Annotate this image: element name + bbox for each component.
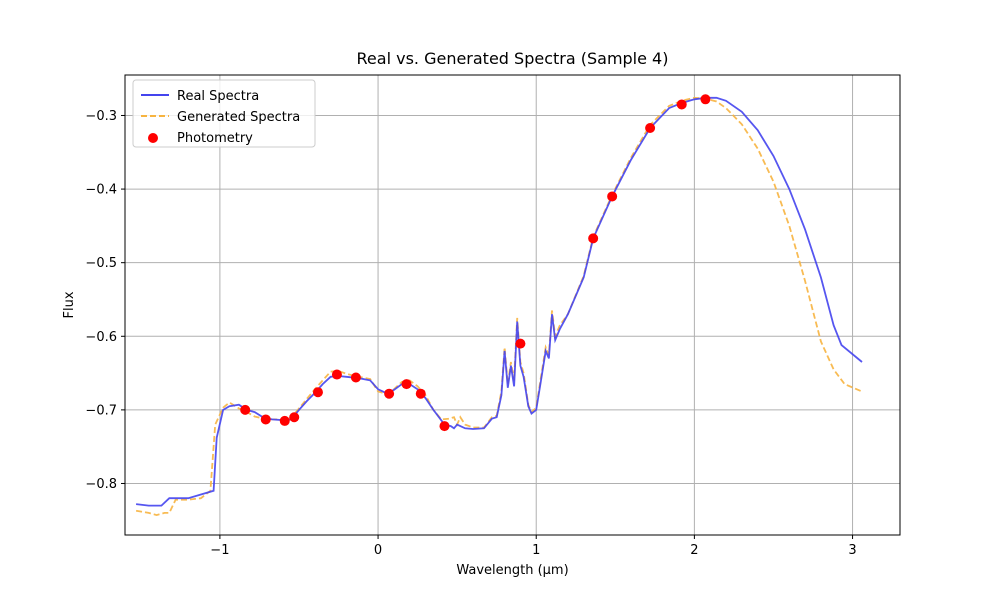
photometry-point <box>415 388 426 399</box>
chart-title: Real vs. Generated Spectra (Sample 4) <box>357 49 669 68</box>
photometry-point <box>676 99 687 110</box>
photometry-point <box>279 415 290 426</box>
grid <box>125 75 900 535</box>
generated-spectra-line <box>135 96 863 517</box>
photometry-point <box>240 404 251 415</box>
legend-generated-label: Generated Spectra <box>177 110 300 125</box>
legend-photometry-label: Photometry <box>177 131 253 146</box>
axes-frame <box>124 74 901 536</box>
plot-area <box>135 94 863 517</box>
photometry-point <box>384 388 395 399</box>
y-tick-label: −0.3 <box>85 109 117 124</box>
photometry-point <box>260 414 271 425</box>
photometry-point <box>331 369 342 380</box>
photometry-point <box>700 94 711 105</box>
x-axis-label: Wavelength (µm) <box>456 563 568 578</box>
photometry-point <box>289 412 300 423</box>
legend: Real Spectra Generated Spectra Photometr… <box>132 79 316 148</box>
photometry-point <box>645 122 656 133</box>
y-tick-label: −0.8 <box>85 477 117 492</box>
y-axis-label: Flux <box>62 291 77 318</box>
photometry-point <box>439 421 450 432</box>
y-tick-label: −0.5 <box>85 256 117 271</box>
x-tick-label: 3 <box>848 543 856 558</box>
photometry-point <box>350 372 361 383</box>
x-tick-label: 0 <box>374 543 382 558</box>
y-tick-label: −0.6 <box>85 330 117 345</box>
photometry-point <box>607 191 618 202</box>
legend-photometry-swatch <box>148 133 158 143</box>
real-spectra-line <box>135 96 863 507</box>
legend-box <box>132 79 316 148</box>
y-tick-label: −0.4 <box>85 183 117 198</box>
x-tick-label: 1 <box>532 543 540 558</box>
photometry-point <box>401 379 412 390</box>
photometry-point <box>312 387 323 398</box>
legend-real-label: Real Spectra <box>177 89 259 104</box>
photometry-point <box>515 338 526 349</box>
y-tick-label: −0.7 <box>85 403 117 418</box>
x-tick-label: −1 <box>210 543 229 558</box>
ticks: −1 0 1 2 3 −0.8 −0.7 −0.6 −0.5 −0.4 −0.3 <box>85 109 856 558</box>
x-tick-label: 2 <box>690 543 698 558</box>
photometry-point <box>588 233 599 244</box>
